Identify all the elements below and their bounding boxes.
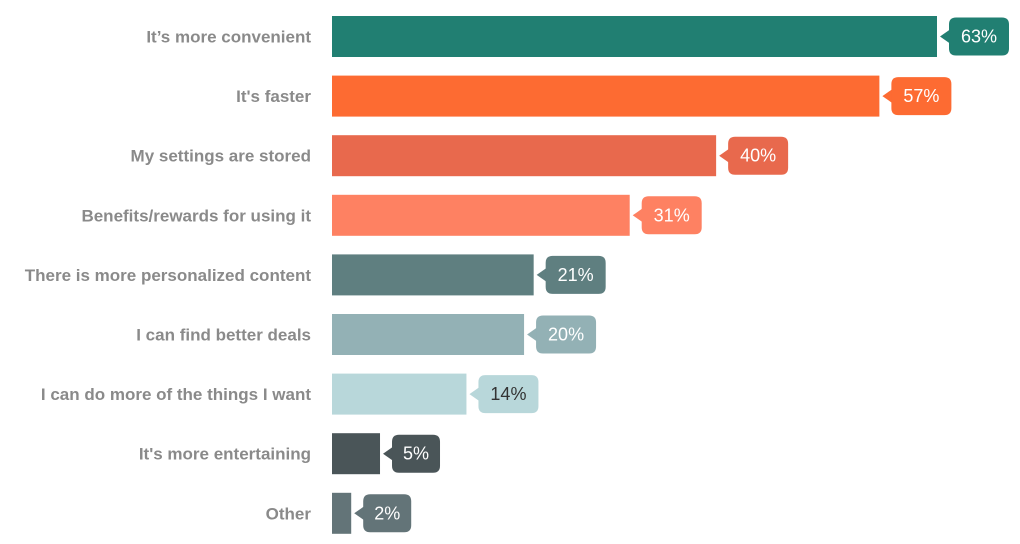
value-callout-box: [949, 17, 1009, 56]
data-label: 63%: [961, 27, 997, 47]
value-callout-box: [728, 136, 789, 175]
data-label: 2%: [374, 503, 400, 523]
category-label: I can do more of the things I want: [41, 385, 311, 404]
value-callout-pointer: [940, 29, 950, 44]
bar: [332, 373, 467, 415]
category-label: It's more entertaining: [139, 445, 311, 464]
value-callout-pointer: [632, 208, 643, 223]
category-label: Benefits/rewards for using it: [81, 206, 311, 225]
category-label: It’s more convenient: [146, 28, 311, 47]
bar: [332, 254, 534, 296]
bar: [332, 75, 880, 117]
value-callout-pointer: [354, 506, 365, 521]
value-callout: 5%: [383, 434, 441, 473]
value-callout: 20%: [527, 315, 597, 354]
value-callout-box: [641, 196, 702, 235]
data-label: 5%: [403, 444, 429, 464]
category-label: It's faster: [236, 87, 311, 106]
value-callout-pointer: [882, 89, 893, 104]
value-callout-pointer: [536, 267, 547, 282]
bar: [332, 16, 937, 57]
data-label: 21%: [558, 265, 594, 285]
value-callout: 31%: [632, 196, 702, 235]
data-label: 40%: [740, 146, 776, 166]
value-callout: 57%: [882, 77, 952, 116]
data-label: 14%: [490, 384, 526, 404]
value-callout-box: [536, 315, 597, 354]
value-callout-pointer: [527, 327, 538, 342]
bar: [332, 314, 525, 355]
value-callout-pointer: [383, 446, 394, 461]
value-callout-box: [392, 434, 441, 473]
value-callout-pointer: [469, 387, 480, 402]
category-label: Other: [266, 504, 312, 523]
value-callout-box: [478, 375, 539, 414]
bar: [332, 492, 352, 534]
category-label: My settings are stored: [131, 147, 311, 166]
value-callout: 63%: [940, 17, 1009, 56]
bar: [332, 433, 381, 475]
value-callout-box: [891, 77, 952, 116]
bar: [332, 135, 717, 177]
value-callout: 40%: [719, 136, 789, 175]
data-label: 57%: [903, 86, 939, 106]
category-label: I can find better deals: [136, 326, 311, 345]
value-callout-pointer: [719, 148, 730, 163]
category-label: There is more personalized content: [25, 266, 312, 285]
value-callout: 14%: [469, 375, 539, 414]
value-callout: 2%: [354, 494, 412, 533]
value-callout: 21%: [536, 255, 606, 294]
data-label: 20%: [548, 325, 584, 345]
value-callout-box: [363, 494, 412, 533]
data-label: 31%: [654, 205, 690, 225]
bar: [332, 194, 630, 236]
value-callout-box: [545, 255, 606, 294]
